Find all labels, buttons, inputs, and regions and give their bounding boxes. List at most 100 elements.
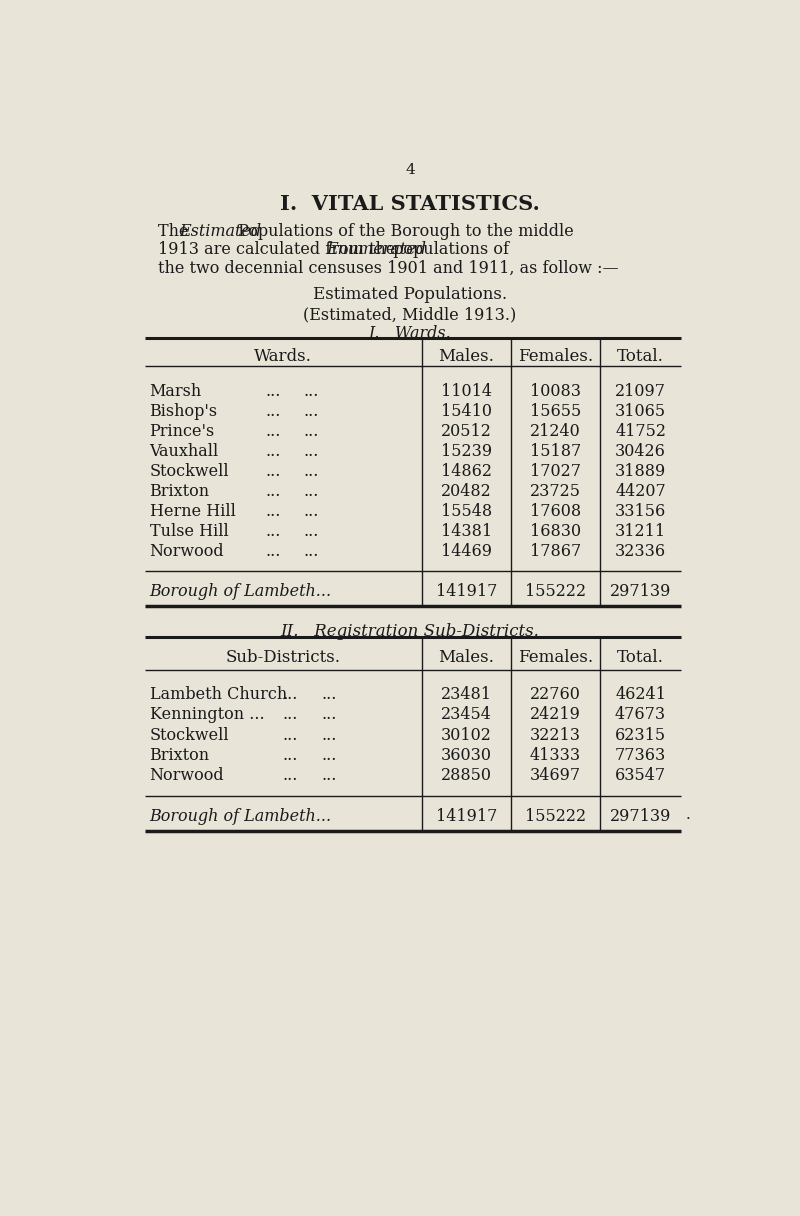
Text: (Estimated, Middle 1913.): (Estimated, Middle 1913.) [303,306,517,323]
Text: 155222: 155222 [525,809,586,826]
Text: 14381: 14381 [441,523,492,540]
Text: ...: ... [304,402,319,420]
Text: Vauxhall: Vauxhall [150,443,219,460]
Text: ...: ... [283,706,298,724]
Text: 30426: 30426 [615,443,666,460]
Text: Sub-Districts.: Sub-Districts. [226,649,341,666]
Text: 20482: 20482 [441,483,491,500]
Text: 22760: 22760 [530,687,581,704]
Text: Lambeth Church: Lambeth Church [150,687,287,704]
Text: 1913 are calculated from the: 1913 are calculated from the [158,242,401,259]
Text: ...: ... [304,483,319,500]
Text: Wards.: Wards. [254,348,312,365]
Text: Populations of the Borough to the middle: Populations of the Borough to the middle [234,223,574,240]
Text: 30102: 30102 [441,726,492,743]
Text: 41333: 41333 [530,747,581,764]
Text: Enumerated: Enumerated [326,242,426,259]
Text: 46241: 46241 [615,687,666,704]
Text: 10083: 10083 [530,383,581,400]
Text: Stockwell: Stockwell [150,726,230,743]
Text: 32213: 32213 [530,726,581,743]
Text: 11014: 11014 [441,383,492,400]
Text: 155222: 155222 [525,584,586,601]
Text: 141917: 141917 [435,809,497,826]
Text: ...: ... [265,423,281,440]
Text: ...: ... [265,443,281,460]
Text: Estimated: Estimated [179,223,261,240]
Text: 16830: 16830 [530,523,581,540]
Text: Stockwell: Stockwell [150,463,230,480]
Text: Prince's: Prince's [150,423,215,440]
Text: ...: ... [265,463,281,480]
Text: 4: 4 [405,163,415,176]
Text: ...: ... [265,383,281,400]
Text: ...: ... [304,383,319,400]
Text: ...: ... [322,687,337,704]
Text: 23481: 23481 [441,687,492,704]
Text: ...: ... [265,523,281,540]
Text: ...: ... [283,726,298,743]
Text: 21097: 21097 [615,383,666,400]
Text: ...: ... [322,726,337,743]
Text: Total.: Total. [617,649,664,666]
Text: II.   Registration Sub-Districts.: II. Registration Sub-Districts. [281,624,539,641]
Text: Total.: Total. [617,348,664,365]
Text: 23725: 23725 [530,483,581,500]
Text: ...: ... [304,544,319,561]
Text: 17867: 17867 [530,544,581,561]
Text: 31065: 31065 [615,402,666,420]
Text: 20512: 20512 [441,423,492,440]
Text: populations of: populations of [388,242,510,259]
Text: ...: ... [265,483,281,500]
Text: 141917: 141917 [435,584,497,601]
Text: 297139: 297139 [610,584,671,601]
Text: 24219: 24219 [530,706,581,724]
Text: Borough of Lambeth...: Borough of Lambeth... [150,584,332,601]
Text: Males.: Males. [438,348,494,365]
Text: ...: ... [283,687,298,704]
Text: 62315: 62315 [615,726,666,743]
Text: Tulse Hill: Tulse Hill [150,523,228,540]
Text: Herne Hill: Herne Hill [150,503,235,520]
Text: ...: ... [304,443,319,460]
Text: 14469: 14469 [441,544,492,561]
Text: ...: ... [304,423,319,440]
Text: 15655: 15655 [530,402,581,420]
Text: 34697: 34697 [530,766,581,783]
Text: Males.: Males. [438,649,494,666]
Text: The: The [158,223,194,240]
Text: Bishop's: Bishop's [150,402,218,420]
Text: 15239: 15239 [441,443,492,460]
Text: Norwood: Norwood [150,766,224,783]
Text: ...: ... [283,747,298,764]
Text: ...: ... [265,503,281,520]
Text: the two decennial censuses 1901 and 1911, as follow :—: the two decennial censuses 1901 and 1911… [158,260,618,277]
Text: Norwood: Norwood [150,544,224,561]
Text: Brixton: Brixton [150,747,210,764]
Text: 33156: 33156 [615,503,666,520]
Text: 297139: 297139 [610,809,671,826]
Text: 14862: 14862 [441,463,492,480]
Text: 36030: 36030 [441,747,492,764]
Text: 31211: 31211 [615,523,666,540]
Text: I.   Wards.: I. Wards. [369,325,451,342]
Text: 17608: 17608 [530,503,581,520]
Text: .: . [686,809,690,822]
Text: I.  VITAL STATISTICS.: I. VITAL STATISTICS. [280,193,540,214]
Text: 15410: 15410 [441,402,492,420]
Text: ...: ... [304,503,319,520]
Text: Brixton: Brixton [150,483,210,500]
Text: Marsh: Marsh [150,383,202,400]
Text: ...: ... [322,766,337,783]
Text: ...: ... [265,402,281,420]
Text: Borough of Lambeth...: Borough of Lambeth... [150,809,332,826]
Text: 28850: 28850 [441,766,492,783]
Text: 15548: 15548 [441,503,492,520]
Text: 31889: 31889 [615,463,666,480]
Text: 17027: 17027 [530,463,581,480]
Text: 23454: 23454 [441,706,492,724]
Text: 21240: 21240 [530,423,581,440]
Text: 63547: 63547 [615,766,666,783]
Text: ...: ... [304,523,319,540]
Text: ...: ... [322,747,337,764]
